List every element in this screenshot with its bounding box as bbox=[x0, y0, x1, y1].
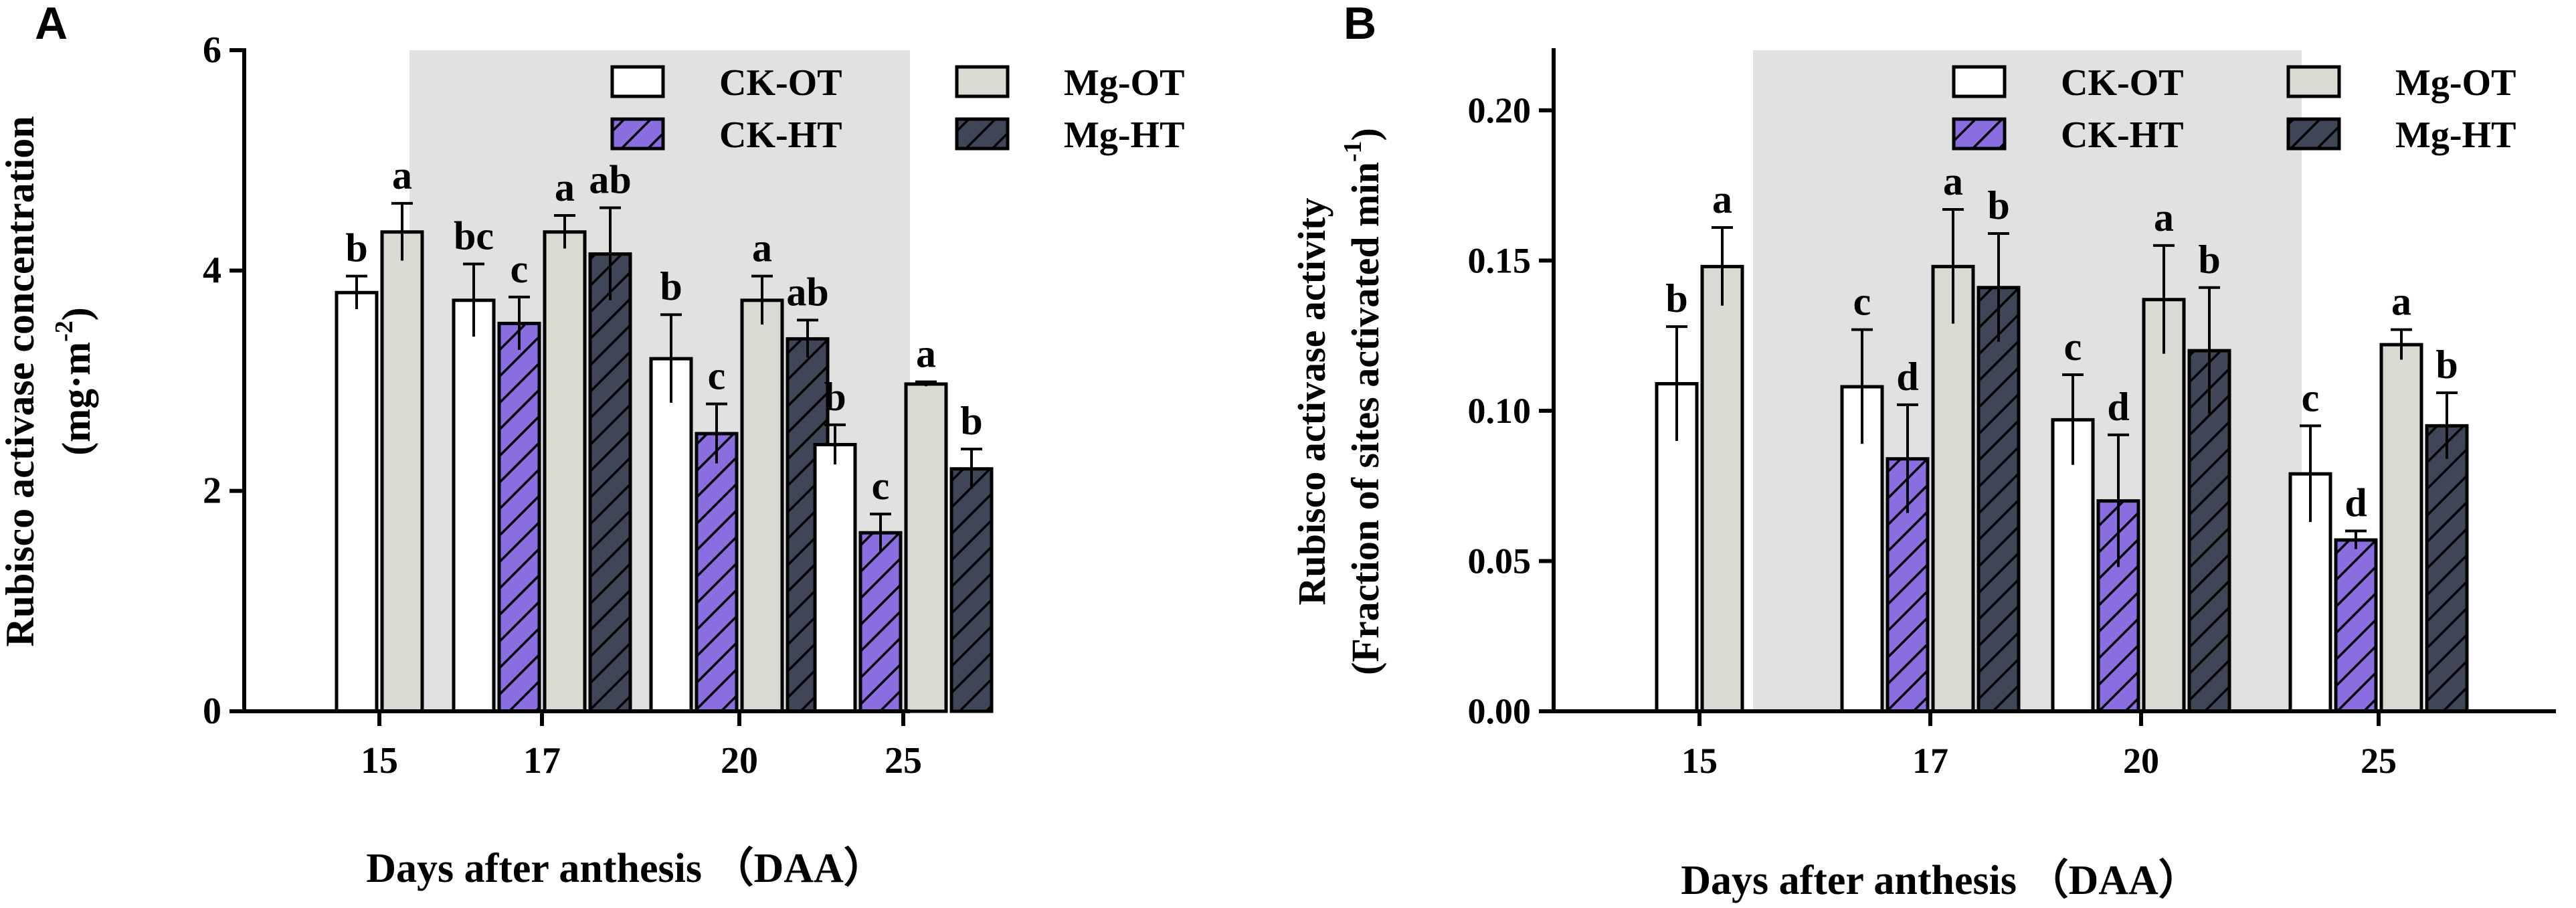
bar-a-ck-ht-25 bbox=[858, 531, 903, 713]
bar-b-mg-ot-15 bbox=[1700, 264, 1744, 713]
significance-letter-a-mg-ot-15: a bbox=[392, 153, 412, 197]
bar-a-ck-ot-15 bbox=[335, 290, 379, 713]
y-axis-title-a: Rubisco activase concentration (mg·m-2) bbox=[0, 116, 98, 646]
significance-letter-a-ck-ht-17: c bbox=[511, 247, 529, 291]
significance-letter-b-mg-ot-15: a bbox=[1712, 177, 1732, 221]
panel-label-b: B bbox=[1344, 0, 1376, 49]
legend-label-b-ck-ht: CK-HT bbox=[2061, 114, 2184, 156]
y-tick-label-b-4: 0.20 bbox=[1468, 90, 1532, 130]
bar-b-mg-ht-25 bbox=[2425, 424, 2469, 713]
significance-letter-b-ck-ht-20: d bbox=[2107, 385, 2129, 429]
bar-a-mg-ot-17 bbox=[543, 230, 587, 713]
x-axis-title-b: Days after anthesis （DAA） bbox=[1681, 856, 2200, 903]
x-tick-label-b-25: 25 bbox=[2361, 741, 2397, 781]
y-tick-label-b-1: 0.05 bbox=[1468, 541, 1532, 581]
y-tick-label-b-3: 0.15 bbox=[1468, 240, 1532, 280]
panel-b: B Rubisco activase activity (Fraction of… bbox=[1290, 0, 2556, 903]
y-tick-label-b-0: 0.00 bbox=[1468, 691, 1532, 731]
significance-letter-a-mg-ht-20: ab bbox=[786, 270, 828, 314]
y-tick-label-a-3: 6 bbox=[203, 29, 221, 71]
significance-letter-b-mg-ot-25: a bbox=[2391, 280, 2411, 324]
significance-letter-a-mg-ht-25: b bbox=[960, 399, 982, 443]
significance-letter-b-ck-ot-20: c bbox=[2064, 325, 2082, 369]
panel-label-a: A bbox=[35, 0, 68, 49]
significance-letter-b-mg-ht-25: b bbox=[2435, 343, 2458, 387]
y-axis-title-b-line2: (Fraction of sites activated min-1) bbox=[1339, 128, 1387, 675]
panel-a: A Rubisco activase concentration (mg·m-2… bbox=[0, 0, 1184, 891]
significance-letter-b-mg-ot-20: a bbox=[2154, 195, 2174, 240]
legend-swatch-b-mg-ot bbox=[2286, 65, 2341, 98]
significance-letter-a-ck-ht-20: c bbox=[708, 354, 726, 398]
bar-b-mg-ot-25 bbox=[2379, 343, 2423, 713]
bar-a-ck-ot-17 bbox=[452, 298, 496, 713]
bar-a-mg-ot-15 bbox=[380, 230, 424, 713]
bar-a-ck-ot-20 bbox=[649, 357, 693, 713]
legend-swatch-b-ck-ht bbox=[1952, 117, 2007, 151]
significance-letter-b-ck-ot-15: b bbox=[1665, 276, 1687, 321]
bar-a-mg-ot-20 bbox=[740, 298, 784, 713]
legend-label-a-ck-ot: CK-OT bbox=[719, 62, 842, 104]
x-tick-label-a-15: 15 bbox=[361, 740, 398, 782]
bar-b-mg-ot-17 bbox=[1931, 264, 1975, 713]
x-tick-label-a-25: 25 bbox=[885, 740, 922, 782]
bar-a-ck-ot-25 bbox=[813, 443, 857, 713]
x-tick-label-b-20: 20 bbox=[2123, 741, 2159, 781]
significance-letter-a-ck-ot-20: b bbox=[660, 264, 682, 308]
y-tick-label-a-1: 2 bbox=[203, 470, 221, 512]
y-axis-title-b: Rubisco activase activity (Fraction of s… bbox=[1290, 128, 1387, 675]
y-axis-title-b-line1: Rubisco activase activity bbox=[1290, 198, 1333, 606]
legend-swatch-b-ck-ot bbox=[1952, 65, 2007, 98]
y-tick-label-b-2: 0.10 bbox=[1468, 391, 1532, 431]
significance-letter-b-ck-ot-25: c bbox=[2302, 375, 2320, 420]
bar-a-mg-ot-25 bbox=[904, 382, 948, 713]
y-tick-label-a-2: 4 bbox=[203, 250, 221, 291]
x-axis-title-a: Days after anthesis （DAA） bbox=[366, 844, 885, 891]
significance-letter-b-mg-ht-20: b bbox=[2198, 238, 2220, 282]
x-tick-label-b-17: 17 bbox=[1912, 741, 1948, 781]
bar-a-mg-ht-17 bbox=[588, 252, 632, 713]
legend-swatch-a-mg-ht bbox=[955, 117, 1010, 151]
bar-a-ck-ht-20 bbox=[695, 432, 739, 713]
legend-swatch-a-mg-ot bbox=[955, 65, 1010, 98]
x-tick-label-a-17: 17 bbox=[523, 740, 561, 782]
significance-letter-a-ck-ot-15: b bbox=[345, 226, 367, 270]
significance-letter-a-ck-ht-25: c bbox=[872, 464, 890, 508]
legend-label-a-mg-ht: Mg-HT bbox=[1064, 114, 1184, 156]
bar-b-ck-ht-25 bbox=[2334, 538, 2378, 713]
significance-letter-b-ck-ht-17: d bbox=[1896, 355, 1918, 399]
legend-swatch-a-ck-ht bbox=[610, 117, 665, 151]
y-axis-title-a-line2: (mg·m-2) bbox=[50, 307, 98, 456]
legend-swatch-b-mg-ht bbox=[2286, 117, 2341, 151]
y-tick-label-a-0: 0 bbox=[203, 691, 221, 732]
significance-letter-a-ck-ot-25: b bbox=[824, 375, 846, 419]
y-axis-title-a-line1: Rubisco activase concentration bbox=[0, 116, 42, 646]
legend-label-b-mg-ht: Mg-HT bbox=[2395, 114, 2516, 156]
bar-a-ck-ht-17 bbox=[497, 321, 541, 713]
significance-letter-b-mg-ot-17: a bbox=[1943, 159, 1963, 203]
legend-label-b-mg-ot: Mg-OT bbox=[2395, 62, 2516, 104]
x-tick-label-a-20: 20 bbox=[721, 740, 758, 782]
bar-b-mg-ot-20 bbox=[2142, 298, 2186, 713]
legend-label-a-ck-ht: CK-HT bbox=[719, 114, 842, 156]
significance-letter-a-mg-ot-25: a bbox=[916, 332, 936, 376]
bar-b-mg-ht-17 bbox=[1976, 286, 2021, 713]
significance-letter-a-mg-ot-20: a bbox=[752, 226, 772, 270]
significance-letter-a-mg-ot-17: a bbox=[555, 165, 575, 209]
significance-letter-a-mg-ht-17: ab bbox=[589, 157, 631, 201]
bar-a-mg-ht-25 bbox=[949, 467, 994, 713]
legend-label-b-ck-ot: CK-OT bbox=[2061, 62, 2184, 104]
significance-letter-b-ck-ht-25: d bbox=[2344, 481, 2367, 525]
significance-letter-b-ck-ot-17: c bbox=[1853, 280, 1871, 324]
legend-swatch-a-ck-ot bbox=[610, 65, 665, 98]
significance-letter-b-mg-ht-17: b bbox=[1987, 183, 2009, 228]
significance-letter-a-ck-ot-17: bc bbox=[454, 213, 494, 258]
x-tick-label-b-15: 15 bbox=[1681, 741, 1718, 781]
legend-label-a-mg-ot: Mg-OT bbox=[1064, 62, 1184, 104]
